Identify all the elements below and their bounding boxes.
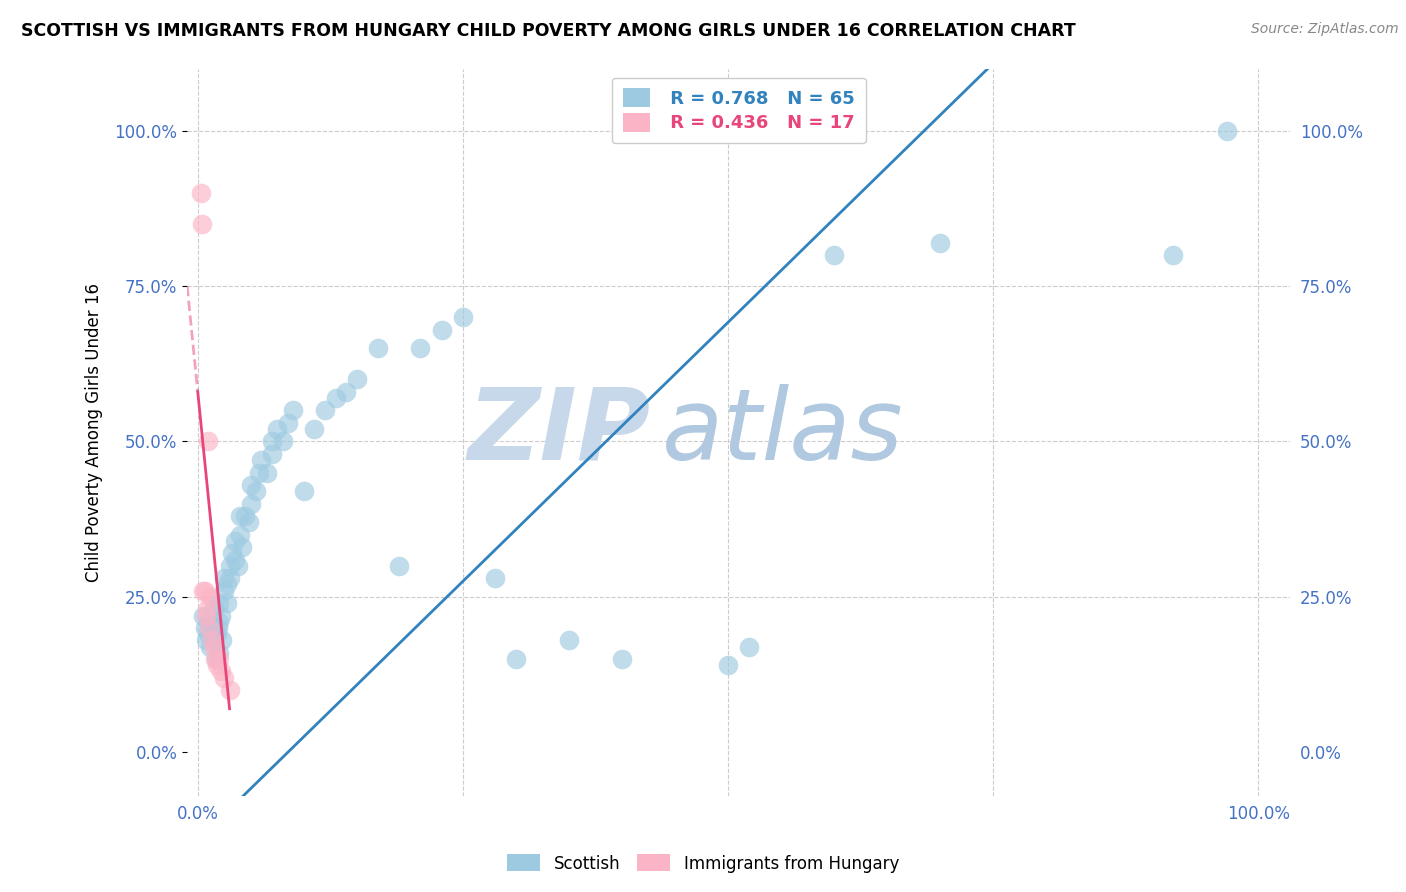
Point — [195, 602, 218, 616]
Point — [202, 602, 225, 616]
Point — [202, 633, 225, 648]
Point — [231, 540, 253, 554]
Point — [191, 583, 214, 598]
Point — [209, 665, 232, 679]
Point — [239, 497, 262, 511]
Point — [195, 608, 218, 623]
Point — [346, 372, 368, 386]
Point — [558, 633, 581, 648]
Point — [409, 341, 432, 355]
Text: ZIP: ZIP — [467, 384, 651, 481]
Point — [388, 558, 411, 573]
Point — [221, 546, 243, 560]
Point — [211, 633, 233, 648]
Point — [209, 608, 232, 623]
Point — [198, 621, 221, 635]
Point — [212, 583, 235, 598]
Point — [505, 652, 527, 666]
Point — [271, 434, 294, 449]
Point — [200, 590, 222, 604]
Point — [204, 652, 226, 666]
Point — [260, 447, 283, 461]
Point — [205, 658, 228, 673]
Point — [191, 217, 214, 231]
Point — [239, 478, 262, 492]
Point — [325, 391, 347, 405]
Point — [314, 403, 336, 417]
Point — [367, 341, 389, 355]
Point — [238, 516, 260, 530]
Point — [229, 509, 252, 524]
Text: SCOTTISH VS IMMIGRANTS FROM HUNGARY CHILD POVERTY AMONG GIRLS UNDER 16 CORRELATI: SCOTTISH VS IMMIGRANTS FROM HUNGARY CHIL… — [21, 22, 1076, 40]
Point — [929, 235, 952, 250]
Point — [260, 434, 283, 449]
Legend: Scottish, Immigrants from Hungary: Scottish, Immigrants from Hungary — [501, 847, 905, 880]
Point — [197, 615, 219, 629]
Point — [256, 466, 278, 480]
Point — [197, 627, 219, 641]
Point — [208, 615, 231, 629]
Point — [200, 633, 222, 648]
Point — [190, 186, 212, 200]
Point — [197, 434, 219, 449]
Point — [335, 384, 357, 399]
Point — [195, 633, 218, 648]
Point — [250, 453, 273, 467]
Point — [283, 403, 305, 417]
Point — [218, 683, 240, 698]
Point — [200, 621, 222, 635]
Point — [738, 640, 761, 654]
Point — [304, 422, 326, 436]
Point — [205, 627, 228, 641]
Point — [430, 322, 453, 336]
Point — [217, 596, 239, 610]
Text: atlas: atlas — [661, 384, 903, 481]
Point — [484, 571, 506, 585]
Point — [208, 646, 231, 660]
Point — [224, 533, 246, 548]
Point — [224, 552, 246, 566]
Point — [194, 583, 217, 598]
Point — [717, 658, 740, 673]
Point — [208, 596, 231, 610]
Point — [277, 416, 299, 430]
Legend:  R = 0.768   N = 65,  R = 0.436   N = 17: R = 0.768 N = 65, R = 0.436 N = 17 — [612, 78, 866, 144]
Point — [212, 671, 235, 685]
Point — [191, 608, 214, 623]
Point — [194, 621, 217, 635]
Point — [218, 571, 240, 585]
Point — [823, 248, 845, 262]
Point — [217, 577, 239, 591]
Point — [200, 640, 222, 654]
Point — [1215, 123, 1237, 137]
Y-axis label: Child Poverty Among Girls Under 16: Child Poverty Among Girls Under 16 — [86, 283, 103, 582]
Point — [451, 310, 474, 325]
Point — [208, 652, 231, 666]
Point — [292, 484, 315, 499]
Point — [245, 484, 267, 499]
Point — [218, 558, 240, 573]
Point — [202, 640, 225, 654]
Point — [235, 509, 257, 524]
Point — [229, 527, 252, 541]
Point — [204, 652, 226, 666]
Point — [226, 558, 249, 573]
Point — [1163, 248, 1185, 262]
Text: Source: ZipAtlas.com: Source: ZipAtlas.com — [1251, 22, 1399, 37]
Point — [247, 466, 270, 480]
Point — [207, 621, 229, 635]
Point — [212, 571, 235, 585]
Point — [266, 422, 288, 436]
Point — [610, 652, 633, 666]
